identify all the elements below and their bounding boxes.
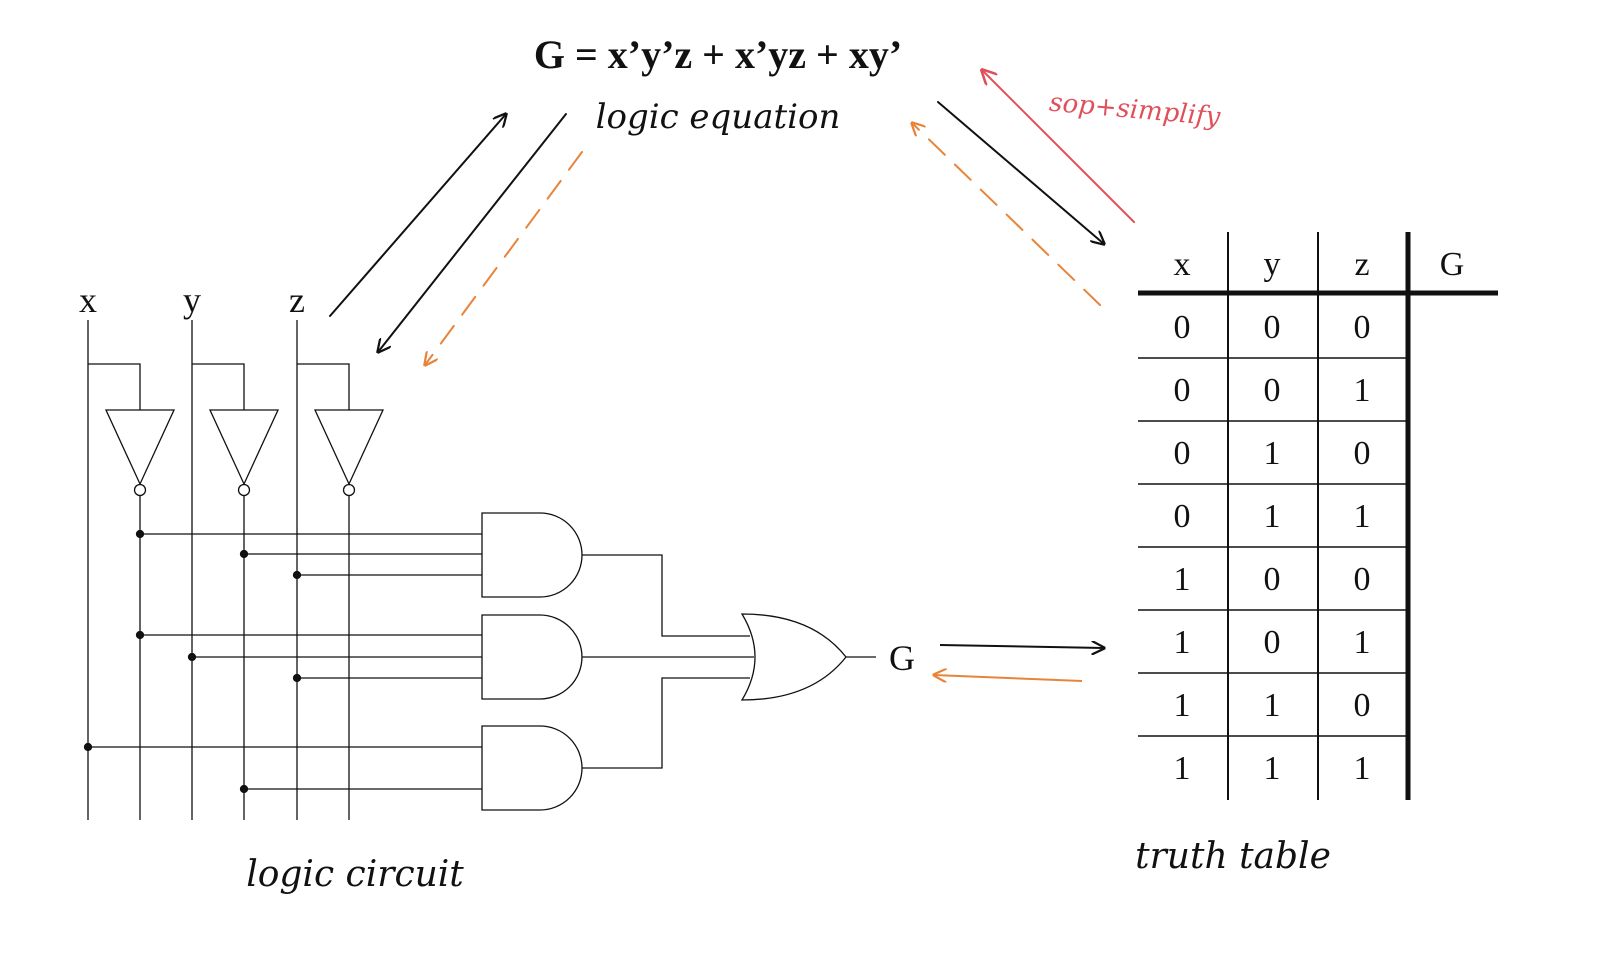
truth-table-cell: 1 — [1174, 687, 1191, 724]
branch-x — [88, 363, 141, 410]
truth-table-header-cell: G — [1440, 246, 1465, 283]
branch-y — [192, 363, 245, 410]
equation-caption: logic equation — [596, 97, 841, 137]
truth-table-cell: 0 — [1354, 687, 1371, 724]
truth-table-cell: 0 — [1354, 309, 1371, 346]
arrow-equation-to-circuit-dashed — [425, 151, 583, 365]
or-gate — [740, 613, 847, 701]
and-gate-3 — [481, 725, 583, 811]
input-z-label: z — [289, 280, 305, 320]
truth-table-cell: 0 — [1354, 561, 1371, 598]
truth-table-cell: 0 — [1264, 624, 1281, 661]
truth-table-cell: 1 — [1264, 687, 1281, 724]
arrow-circuit-to-equation — [329, 114, 506, 317]
truth-table-cell: 1 — [1354, 498, 1371, 535]
truth-table-cell: 0 — [1354, 435, 1371, 472]
truth-table-grid — [1138, 232, 1498, 800]
arrow-table-to-circuit — [934, 675, 1083, 681]
table-caption: truth table — [1135, 836, 1331, 877]
truth-table-cell: 1 — [1264, 435, 1281, 472]
and-gate-2 — [481, 614, 583, 700]
truth-table-cell: 1 — [1264, 498, 1281, 535]
truth-table-cell: 0 — [1264, 309, 1281, 346]
branch-z — [297, 363, 350, 410]
equation-table-arrows — [912, 70, 1135, 306]
truth-table-header-cell: x — [1174, 246, 1191, 283]
truth-table-cell: 0 — [1264, 372, 1281, 409]
truth-table-cell: 1 — [1264, 750, 1281, 787]
arrow-circuit-to-table — [939, 645, 1104, 648]
truth-table-header-cell: y — [1264, 246, 1281, 283]
truth-table-cell: 0 — [1264, 561, 1281, 598]
truth-table-cell: 1 — [1354, 750, 1371, 787]
arrow-table-to-equation-dashed — [912, 123, 1101, 306]
arrow-equation-to-table — [937, 101, 1104, 244]
arrow-sop-simplify — [982, 70, 1135, 223]
truth-table-cell: 0 — [1174, 309, 1191, 346]
input-y-label: y — [183, 280, 201, 320]
arrow-equation-to-circuit — [378, 113, 567, 352]
sop-simplify-label: sop+simplify — [1048, 88, 1222, 133]
truth-table-cell: 1 — [1174, 624, 1191, 661]
truth-table-cell: 0 — [1174, 498, 1191, 535]
truth-table-cell: 0 — [1174, 372, 1191, 409]
truth-table-cell: 0 — [1174, 435, 1191, 472]
truth-table-cell: 1 — [1354, 624, 1371, 661]
circuit-caption: logic circuit — [246, 854, 464, 895]
truth-table-cell: 1 — [1174, 750, 1191, 787]
truth-table-header-cell: z — [1354, 246, 1369, 283]
not-gate-z — [313, 409, 385, 497]
equation-circuit-arrows — [329, 113, 583, 365]
not-gate-x — [104, 409, 176, 497]
logic-equation: G = x’y’z + x’yz + xy’ — [534, 32, 902, 77]
truth-table-body: 0 0 0 0 0 1 0 1 0 0 1 1 1 0 0 1 0 1 1 1 0 1 1 1 — [1174, 309, 1371, 787]
output-g-label: G — [889, 638, 915, 678]
input-x-label: x — [79, 280, 97, 320]
not-gate-y — [208, 409, 280, 497]
and-gate-1 — [481, 512, 583, 598]
logic-circuit: x y z — [79, 280, 915, 820]
truth-table: x y z G 0 0 0 0 0 1 0 1 0 0 1 1 1 0 0 1 0 1 1 1 0 1 1 1 — [1138, 232, 1498, 800]
truth-table-cell: 1 — [1354, 372, 1371, 409]
truth-table-cell: 1 — [1174, 561, 1191, 598]
